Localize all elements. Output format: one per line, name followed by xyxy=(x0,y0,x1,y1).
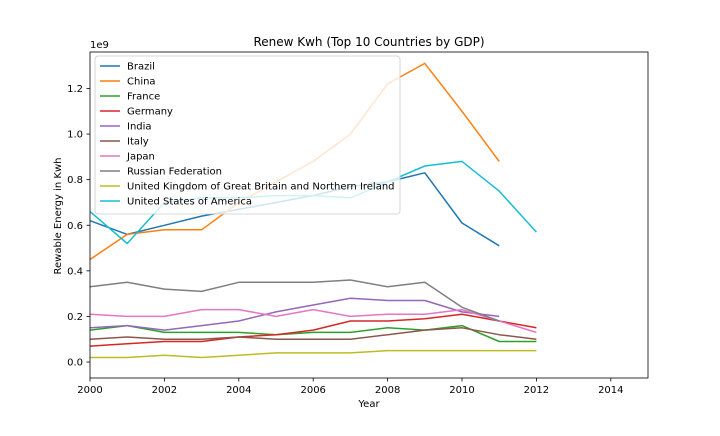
legend-label-2: France xyxy=(127,92,160,103)
legend-label-0: Brazil xyxy=(127,62,155,73)
y-tick-label: 1.2 xyxy=(67,84,83,95)
series-line-2 xyxy=(89,324,537,343)
x-tick-label: 2010 xyxy=(449,385,474,396)
y-tick-label: 1.0 xyxy=(67,130,83,141)
legend-label-8: United Kingdom of Great Britain and Nort… xyxy=(127,182,395,193)
x-tick-label: 2000 xyxy=(77,385,102,396)
y-tick-label: 0.8 xyxy=(67,175,83,186)
x-tick-label: 2014 xyxy=(598,385,623,396)
legend-label-9: United States of America xyxy=(127,197,252,208)
y-tick-label: 0.0 xyxy=(67,358,83,369)
series-line-8 xyxy=(90,349,537,359)
x-tick-label: 2006 xyxy=(300,385,325,396)
y-tick-label: 0.2 xyxy=(67,312,83,323)
chart-title: Renew Kwh (Top 10 Countries by GDP) xyxy=(253,35,484,49)
series-line-7 xyxy=(89,279,500,322)
y-axis-offset-label: 1e9 xyxy=(90,40,109,51)
series-line-6 xyxy=(89,308,537,334)
legend-label-3: Germany xyxy=(127,107,173,118)
series-line-3 xyxy=(89,313,537,347)
y-axis-label: Rewable Energy in Kwh xyxy=(53,158,64,275)
x-tick-label: 2002 xyxy=(152,385,177,396)
y-tick-label: 0.4 xyxy=(67,266,83,277)
legend-label-5: Italy xyxy=(127,137,149,148)
series-lines xyxy=(89,62,537,359)
plot-area-frame xyxy=(89,51,649,379)
legend-label-1: China xyxy=(127,77,156,88)
series-line-5 xyxy=(89,327,537,340)
series-line-4 xyxy=(89,297,500,331)
x-axis-label: Year xyxy=(357,399,380,410)
y-tick-label: 0.6 xyxy=(67,221,83,232)
x-tick-label: 2008 xyxy=(375,385,400,396)
legend-box xyxy=(94,55,401,215)
x-tick-label: 2004 xyxy=(226,385,251,396)
legend-label-6: Japan xyxy=(126,152,155,163)
legend: Brazil China France Germany India Italy Japan R… xyxy=(94,55,401,215)
legend-label-7: Russian Federation xyxy=(127,167,222,178)
legend-label-4: India xyxy=(127,122,152,133)
axis-ticks: 2000 2002 2004 2006 2008 2010 2012 2014 0.0 0.2 0.… xyxy=(67,84,623,396)
x-tick-label: 2012 xyxy=(524,385,549,396)
